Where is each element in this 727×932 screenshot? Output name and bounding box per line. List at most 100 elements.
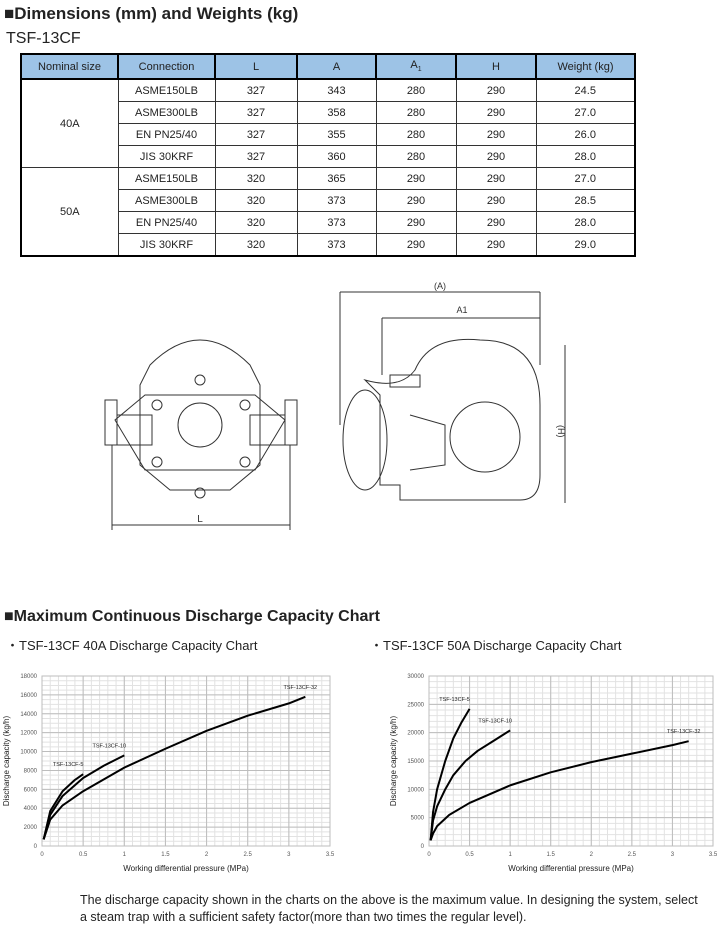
table-cell: ASME150LB bbox=[117, 167, 216, 190]
y-tick-label: 20000 bbox=[407, 731, 424, 737]
series-line bbox=[42, 754, 125, 840]
y-tick-label: 10000 bbox=[407, 787, 424, 793]
y-tick-label: 25000 bbox=[407, 702, 424, 708]
table-cell: 290 bbox=[455, 123, 537, 146]
x-tick-label: 2.5 bbox=[628, 852, 637, 858]
front-view: L bbox=[104, 339, 298, 530]
x-tick-label: 0 bbox=[427, 852, 431, 858]
label-L: L bbox=[197, 514, 203, 525]
table-cell: 290 bbox=[455, 189, 537, 212]
y-tick-label: 2000 bbox=[24, 825, 38, 831]
series-label: TSF-13CF-32 bbox=[284, 685, 318, 691]
x-tick-label: 1.5 bbox=[161, 852, 170, 858]
nominal-size-cell: 40A bbox=[20, 78, 119, 168]
series-line bbox=[429, 708, 471, 841]
table-cell: 280 bbox=[375, 101, 457, 124]
table-cell: 373 bbox=[296, 189, 377, 212]
table-cell: 373 bbox=[296, 233, 377, 257]
table-cell: EN PN25/40 bbox=[117, 123, 216, 146]
series-label: TSF-13CF-32 bbox=[667, 729, 701, 735]
plot-area bbox=[428, 675, 714, 847]
table-cell: 290 bbox=[455, 145, 537, 168]
table-cell: 290 bbox=[455, 167, 537, 190]
model-name: TSF-13CF bbox=[6, 30, 81, 47]
col-header: Weight (kg) bbox=[535, 53, 636, 80]
table-row: JIS 30KRF 320 373 290 290 29.0 bbox=[21, 233, 636, 257]
plot-area bbox=[41, 675, 331, 847]
table-cell: 327 bbox=[214, 123, 298, 146]
chart-title-40a: ・TSF-13CF 40A Discharge Capacity Chart bbox=[6, 638, 258, 653]
series-label: TSF-13CF-5 bbox=[439, 697, 470, 703]
table-cell: 290 bbox=[375, 233, 457, 257]
chart-50a: 0 5000 10000 15000 20000 25000 30000 0 0.5 1 1.5 2 2… bbox=[389, 674, 718, 873]
x-tick-label: 3 bbox=[287, 852, 291, 858]
table-cell: 365 bbox=[296, 167, 377, 190]
y-tick-label: 12000 bbox=[20, 731, 37, 737]
x-axis-label: Working differential pressure (MPa) bbox=[123, 864, 249, 873]
table-cell: 320 bbox=[214, 189, 298, 212]
table-cell: JIS 30KRF bbox=[117, 233, 216, 257]
y-tick-label: 0 bbox=[421, 844, 425, 850]
y-axis-label: Discharge capacity (kg/h) bbox=[2, 716, 11, 807]
table-cell: 343 bbox=[296, 78, 377, 102]
x-tick-label: 2.5 bbox=[244, 852, 253, 858]
capacity-note: The discharge capacity shown in the char… bbox=[80, 893, 698, 924]
series-label: TSF-13CF-5 bbox=[53, 762, 84, 768]
table-cell: 320 bbox=[214, 233, 298, 257]
table-cell: 28.5 bbox=[535, 189, 636, 212]
dimensions-heading: ■Dimensions (mm) and Weights (kg) bbox=[4, 4, 299, 23]
table-cell: JIS 30KRF bbox=[117, 145, 216, 168]
y-tick-label: 16000 bbox=[20, 693, 37, 699]
y-tick-label: 18000 bbox=[20, 674, 37, 680]
table-cell: 355 bbox=[296, 123, 377, 146]
table-cell: 320 bbox=[214, 167, 298, 190]
y-tick-label: 0 bbox=[34, 844, 38, 850]
svg-text:(H): (H) bbox=[556, 425, 566, 438]
table-cell: 27.0 bbox=[535, 167, 636, 190]
table-cell: 290 bbox=[455, 101, 537, 124]
table-cell: 327 bbox=[214, 145, 298, 168]
x-tick-label: 1 bbox=[123, 852, 127, 858]
y-tick-label: 14000 bbox=[20, 712, 37, 718]
x-tick-label: 1.5 bbox=[547, 852, 556, 858]
table-row: ASME300LB 327 358 280 290 27.0 bbox=[21, 101, 636, 124]
chart-40a: 0 2000 4000 6000 8000 10000 12000 14000 16000 180… bbox=[2, 674, 335, 873]
x-tick-label: 3 bbox=[671, 852, 675, 858]
table-cell: ASME150LB bbox=[117, 78, 216, 102]
col-header: Nominal size bbox=[20, 53, 119, 80]
y-tick-label: 6000 bbox=[24, 787, 38, 793]
x-tick-label: 3.5 bbox=[326, 852, 335, 858]
table-cell: 24.5 bbox=[535, 78, 636, 102]
col-header: H bbox=[455, 53, 537, 80]
table-cell: 290 bbox=[375, 211, 457, 234]
svg-text:(A): (A) bbox=[434, 281, 446, 291]
table-row: 40A ASME150LB 327 343 280 290 24.5 bbox=[20, 78, 636, 168]
y-tick-label: 5000 bbox=[411, 816, 425, 822]
table-cell: 290 bbox=[375, 189, 457, 212]
col-header: L bbox=[214, 53, 298, 80]
y-axis-label: Discharge capacity (kg/h) bbox=[389, 716, 398, 807]
x-axis-label: Working differential pressure (MPa) bbox=[508, 864, 634, 873]
col-header: A bbox=[296, 53, 377, 80]
series-label: TSF-13CF-10 bbox=[478, 718, 512, 724]
table-cell: 327 bbox=[214, 101, 298, 124]
svg-text:A1: A1 bbox=[456, 305, 467, 315]
table-cell: 28.0 bbox=[535, 145, 636, 168]
capacity-heading: ■Maximum Continuous Discharge Capacity C… bbox=[4, 608, 380, 625]
table-cell: 290 bbox=[455, 211, 537, 234]
side-view: (A) A1 (H) bbox=[339, 281, 566, 503]
y-tick-label: 15000 bbox=[407, 759, 424, 765]
table-cell: ASME300LB bbox=[117, 189, 216, 212]
table-cell: 290 bbox=[455, 78, 537, 102]
nominal-size-cell: 50A bbox=[20, 167, 119, 257]
table-cell: 320 bbox=[214, 211, 298, 234]
table-cell: 280 bbox=[375, 145, 457, 168]
y-tick-label: 10000 bbox=[20, 750, 37, 756]
table-cell: 28.0 bbox=[535, 211, 636, 234]
table-cell: 29.0 bbox=[535, 233, 636, 257]
table-cell: 373 bbox=[296, 211, 377, 234]
table-row: ASME300LB 320 373 290 290 28.5 bbox=[21, 189, 636, 212]
table-cell: 26.0 bbox=[535, 123, 636, 146]
x-tick-label: 0 bbox=[40, 852, 44, 858]
table-row: JIS 30KRF 327 360 280 290 28.0 bbox=[21, 145, 636, 168]
